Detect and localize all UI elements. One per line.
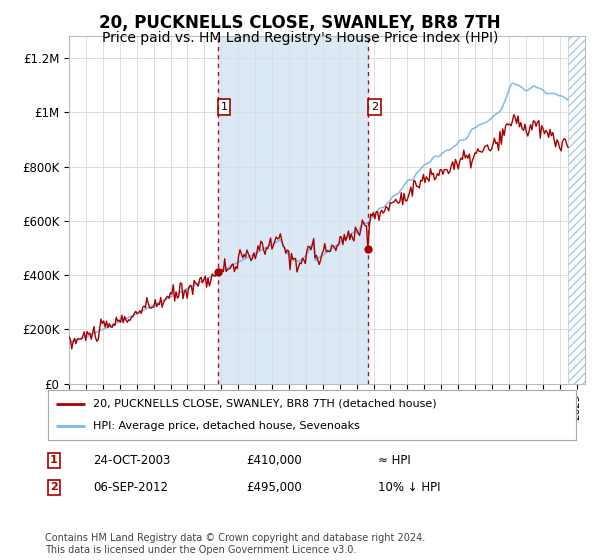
- Text: 10% ↓ HPI: 10% ↓ HPI: [378, 480, 440, 494]
- Text: 2: 2: [50, 482, 58, 492]
- Text: 1: 1: [221, 102, 227, 112]
- Bar: [568, 36, 585, 384]
- Text: 1: 1: [50, 455, 58, 465]
- Bar: [568, 36, 585, 384]
- Text: HPI: Average price, detached house, Sevenoaks: HPI: Average price, detached house, Seve…: [93, 421, 360, 431]
- Text: £495,000: £495,000: [246, 480, 302, 494]
- Text: Price paid vs. HM Land Registry's House Price Index (HPI): Price paid vs. HM Land Registry's House …: [102, 31, 498, 45]
- Text: £410,000: £410,000: [246, 454, 302, 467]
- Text: 20, PUCKNELLS CLOSE, SWANLEY, BR8 7TH: 20, PUCKNELLS CLOSE, SWANLEY, BR8 7TH: [99, 14, 501, 32]
- Bar: [218, 36, 368, 384]
- Text: 06-SEP-2012: 06-SEP-2012: [93, 480, 168, 494]
- Text: 24-OCT-2003: 24-OCT-2003: [93, 454, 170, 467]
- Text: 20, PUCKNELLS CLOSE, SWANLEY, BR8 7TH (detached house): 20, PUCKNELLS CLOSE, SWANLEY, BR8 7TH (d…: [93, 399, 437, 409]
- Text: ≈ HPI: ≈ HPI: [378, 454, 411, 467]
- Text: 2: 2: [371, 102, 378, 112]
- Text: Contains HM Land Registry data © Crown copyright and database right 2024.
This d: Contains HM Land Registry data © Crown c…: [45, 533, 425, 555]
